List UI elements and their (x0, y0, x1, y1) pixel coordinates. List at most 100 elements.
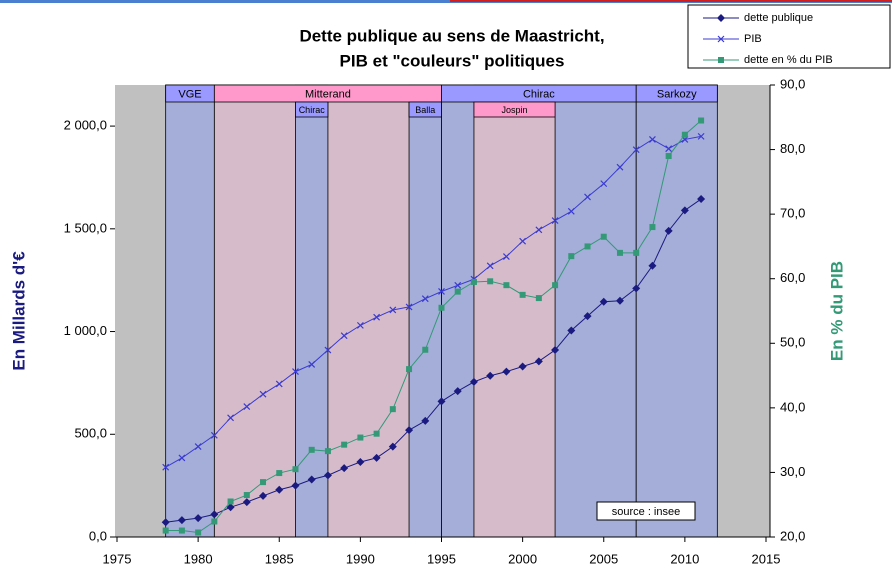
source-box (596, 501, 696, 521)
data-point (259, 491, 268, 500)
data-point (534, 357, 543, 366)
y-tick-label: 1 500,0 (64, 220, 107, 235)
data-point (567, 326, 576, 335)
period-band (295, 84, 329, 538)
data-point (308, 446, 315, 453)
y-tick-label: 2 000,0 (64, 118, 107, 133)
data-point (600, 180, 608, 188)
data-point (718, 57, 724, 63)
x-tick-label: 2000 (508, 551, 537, 566)
period-label: Balla (415, 105, 435, 115)
data-point (567, 207, 575, 215)
data-point (373, 430, 380, 437)
data-point (615, 296, 624, 305)
data-point (275, 485, 284, 494)
x-tick-label: 2005 (589, 551, 618, 566)
data-point (421, 416, 430, 425)
data-point (242, 498, 251, 507)
period-header (473, 101, 556, 118)
y-tick-label: 1 000,0 (64, 323, 107, 338)
data-point (356, 458, 365, 467)
period-label: Mitterand (305, 88, 351, 100)
data-point (389, 406, 396, 413)
x-tick-label: 2010 (670, 551, 699, 566)
data-point (405, 303, 413, 311)
data-point (227, 414, 234, 422)
data-point (664, 226, 673, 235)
data-point (454, 281, 462, 289)
data-point (616, 163, 624, 171)
x-tick-label: 1990 (346, 551, 375, 566)
data-point (599, 297, 608, 306)
data-point (681, 131, 688, 138)
period-header (408, 101, 442, 118)
period-header (295, 101, 329, 118)
y2-tick-label: 40,0 (780, 399, 805, 414)
data-point (665, 153, 672, 160)
data-point (275, 380, 283, 388)
data-point (649, 136, 656, 143)
period-label: Jospin (502, 105, 528, 115)
period-band (635, 84, 718, 538)
data-point (340, 464, 349, 473)
data-point (551, 346, 560, 355)
period-band (408, 84, 442, 538)
data-point (486, 371, 495, 380)
data-point (502, 367, 511, 376)
data-point (583, 312, 592, 321)
data-point (717, 14, 725, 22)
period-band (473, 84, 556, 538)
data-point (292, 466, 299, 473)
data-point (453, 387, 462, 396)
chart-subtitle: PIB et "couleurs" politiques (340, 51, 565, 70)
series-line (165, 120, 702, 533)
data-point (211, 518, 218, 525)
data-point (503, 282, 510, 289)
data-point (357, 434, 364, 441)
data-point (308, 360, 316, 368)
data-point (665, 145, 673, 153)
data-point (373, 313, 381, 321)
data-point (551, 217, 559, 225)
period-label: VGE (178, 88, 201, 100)
data-point (518, 362, 527, 371)
y2-axis-title: En % du PIB (827, 261, 846, 361)
data-point (697, 132, 705, 140)
data-point (519, 291, 526, 298)
legend-label: dette publique (744, 12, 813, 24)
top-strip-red (450, 0, 892, 2)
data-point (616, 249, 623, 256)
data-point (469, 377, 478, 386)
period-label: Chirac (299, 105, 326, 115)
data-point (632, 284, 641, 293)
data-point (194, 514, 203, 523)
x-tick-label: 1985 (265, 551, 294, 566)
data-point (502, 253, 510, 260)
data-point (406, 366, 413, 373)
chart-title: Dette publique au sens de Maastricht, (299, 26, 604, 45)
data-point (632, 146, 640, 154)
series-line (165, 198, 702, 523)
data-point (162, 463, 170, 471)
data-point (421, 295, 429, 303)
y-tick-label: 0,0 (89, 528, 107, 543)
data-point (340, 332, 348, 340)
data-point (178, 454, 186, 462)
data-point (680, 206, 689, 215)
data-point (276, 470, 283, 477)
data-point (260, 479, 267, 486)
data-point (454, 288, 461, 295)
y-axis-title: En Millards d'€ (9, 251, 28, 371)
y2-tick-label: 50,0 (780, 335, 805, 350)
data-point (243, 403, 251, 410)
data-point (195, 529, 202, 536)
data-point (438, 304, 445, 311)
data-point (568, 253, 575, 260)
data-point (323, 471, 332, 480)
period-label: Chirac (523, 88, 555, 100)
data-point (291, 481, 300, 490)
series-line (165, 135, 702, 468)
data-point (649, 224, 656, 231)
data-point (194, 443, 202, 451)
data-point (487, 278, 494, 285)
